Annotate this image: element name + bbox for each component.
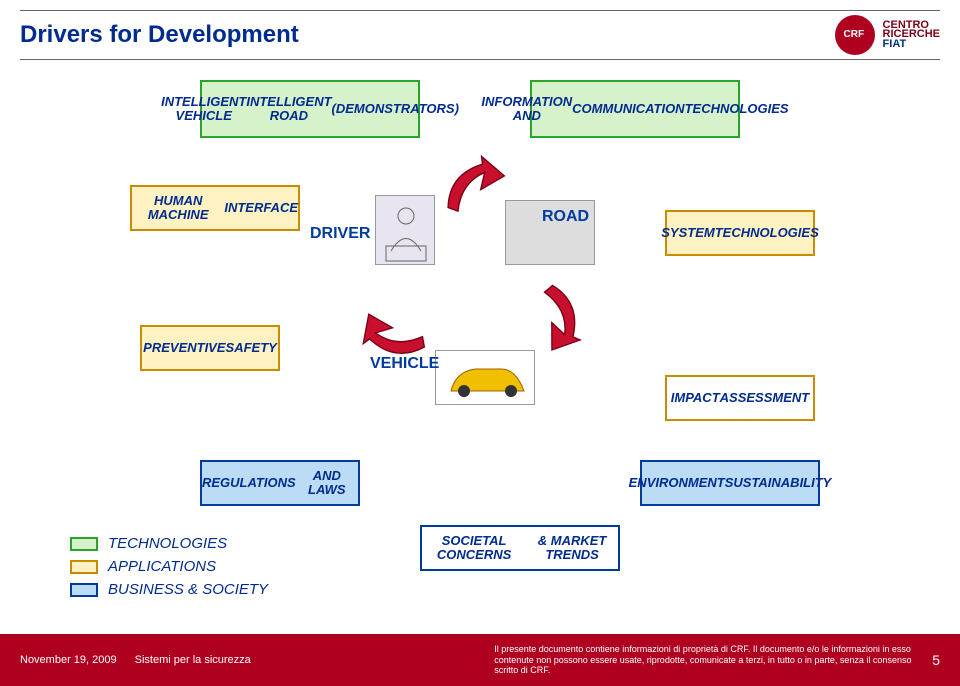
legend-swatch [70, 583, 98, 597]
footer-subtitle: Sistemi per la sicurezza [135, 654, 251, 666]
driver-image [375, 195, 435, 265]
box-imp: IMPACTASSESSMENT [665, 375, 815, 421]
legend-swatch [70, 560, 98, 574]
footer-date: November 19, 2009 [20, 654, 117, 666]
title-bar: Drivers for Development CENTRO RICERCHE … [20, 10, 940, 60]
box-hmi: HUMAN MACHINEINTERFACE [130, 185, 300, 231]
legend-row-1: APPLICATIONS [70, 558, 268, 575]
footer-disclaimer: Il presente documento contiene informazi… [494, 644, 914, 675]
logo-block: CENTRO RICERCHE FIAT [835, 15, 940, 55]
crf-logo-text: CENTRO RICERCHE FIAT [883, 21, 940, 49]
cycle-diagram: DRIVERROADVEHICLE [340, 160, 620, 420]
legend-row-2: BUSINESS & SOCIETY [70, 581, 268, 598]
crf-logo-icon [835, 15, 875, 55]
logo-line-3: FIAT [883, 40, 940, 49]
cycle-label-road: ROAD [542, 208, 589, 226]
cycle-label-vehicle: VEHICLE [370, 355, 439, 373]
legend-swatch [70, 537, 98, 551]
footer-page-number: 5 [932, 652, 940, 668]
box-reg: REGULATIONSAND LAWS [200, 460, 360, 506]
box-sys: SYSTEMTECHNOLOGIES [665, 210, 815, 256]
legend: TECHNOLOGIES APPLICATIONS BUSINESS & SOCIE… [70, 535, 268, 604]
footer: November 19, 2009 Sistemi per la sicurez… [0, 634, 960, 686]
cycle-label-driver: DRIVER [310, 225, 370, 243]
legend-label: TECHNOLOGIES [108, 535, 227, 552]
vehicle-image [435, 350, 535, 405]
box-prev: PREVENTIVESAFETY [140, 325, 280, 371]
box-env: ENVIRONMENTSUSTAINABILITY [640, 460, 820, 506]
page-title: Drivers for Development [20, 21, 299, 49]
legend-row-0: TECHNOLOGIES [70, 535, 268, 552]
box-ict: INFORMATION ANDCOMMUNICATIONTECHNOLOGIES [530, 80, 740, 138]
box-iv: INTELLIGENT VEHICLEINTELLIGENT ROAD(DEMO… [200, 80, 420, 138]
legend-label: APPLICATIONS [108, 558, 216, 575]
box-soc: SOCIETAL CONCERNS& MARKET TRENDS [420, 525, 620, 571]
legend-label: BUSINESS & SOCIETY [108, 581, 268, 598]
